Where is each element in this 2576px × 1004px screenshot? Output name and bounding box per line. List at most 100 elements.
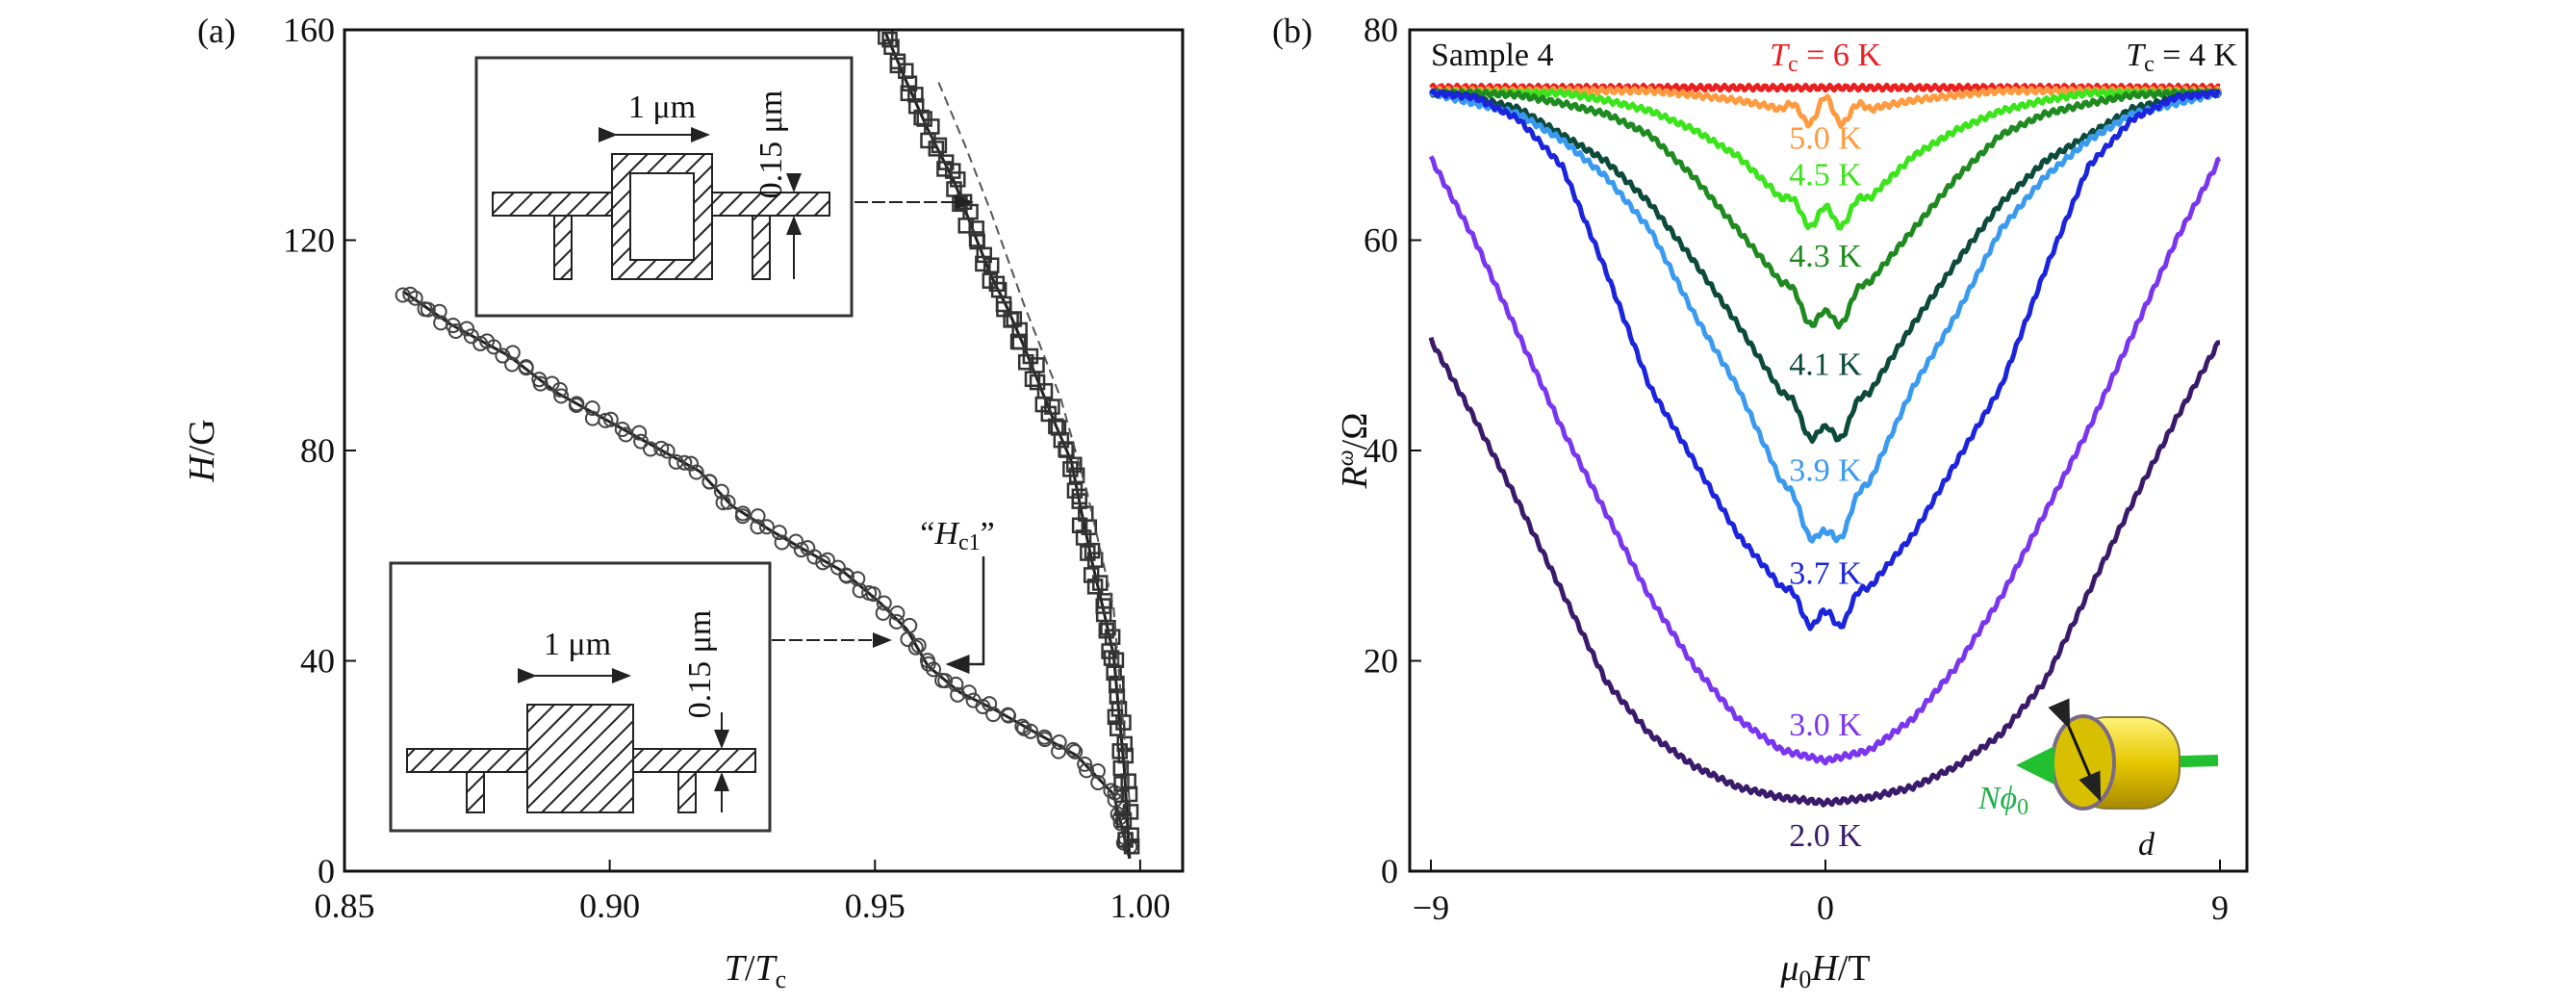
square-marker <box>907 87 924 103</box>
series-line-3.7k <box>1428 88 2221 631</box>
square-series-line <box>883 32 1132 859</box>
circle-marker <box>459 321 475 337</box>
sample-label: Sample 4 <box>1431 38 1553 73</box>
panel-b: (b) −9 0 9 0 20 40 60 80 5.0 K4.5 K 4.3 K 4.1 K 3.… <box>1272 11 2249 993</box>
x-tick-label: 0 <box>1817 888 1834 927</box>
series-label: 5.0 K <box>1789 120 1862 156</box>
panel-b-data: 5.0 K4.5 K 4.3 K 4.1 K 3.9 K 3.7 K 3.0 K 2.0 K <box>1428 82 2223 854</box>
circle-marker <box>1090 775 1107 791</box>
circle-marker <box>688 464 704 480</box>
panel-a-ticks: 0.85 0.90 0.95 1.00 0 40 80 120 160 <box>283 11 1170 925</box>
series-line-3.9k <box>1428 89 2223 544</box>
square-marker <box>931 137 948 154</box>
hc1-annotation: “Hc1” <box>920 516 995 674</box>
tc-6k-label: Tc = 6 K <box>1770 38 1881 77</box>
inset-top-thickness-label: 0.15 μm <box>753 90 789 199</box>
square-marker <box>1123 838 1140 855</box>
circle-marker <box>850 571 866 587</box>
circle-marker <box>631 425 648 441</box>
circle-marker <box>683 455 700 472</box>
square-marker <box>1066 456 1083 474</box>
series-line-5.0k <box>1429 86 2223 129</box>
panel-b-frame <box>1408 28 2249 873</box>
circle-marker <box>486 339 502 355</box>
square-marker <box>1075 529 1092 546</box>
circle-marker <box>504 356 521 373</box>
circle-marker <box>504 345 521 361</box>
circle-marker <box>659 443 676 459</box>
inset-bottom-thickness-label: 0.15 μm <box>682 610 718 719</box>
panel-a-label: (a) <box>197 12 236 50</box>
circle-marker <box>668 453 684 470</box>
panel-a-frame <box>343 28 1185 873</box>
circle-marker <box>447 323 464 340</box>
hc1-var: H <box>933 516 960 552</box>
hc1-open-quote: “ <box>920 516 934 552</box>
circle-marker <box>1036 729 1053 745</box>
panel-a-data <box>395 29 1140 860</box>
square-marker <box>1003 312 1019 328</box>
square-marker <box>936 161 953 177</box>
square-marker <box>1114 800 1131 817</box>
square-marker <box>957 218 974 234</box>
panel-a-xlabel: T/Tc <box>725 948 786 993</box>
square-marker <box>1071 517 1088 534</box>
x-tick-label: 0.85 <box>315 887 375 925</box>
circle-marker <box>1014 718 1031 734</box>
circle-marker <box>602 411 619 427</box>
y-tick-label: 0 <box>1381 852 1398 890</box>
circle-marker <box>734 508 751 525</box>
y-tick-label: 0 <box>318 852 335 890</box>
square-marker <box>907 97 925 115</box>
diameter-label: d <box>2138 827 2155 862</box>
circle-marker <box>750 519 766 535</box>
circle-marker <box>982 696 998 712</box>
circle-marker <box>1079 762 1095 779</box>
hc1-sub: c1 <box>958 530 981 555</box>
series-line-4.5k <box>1428 88 2223 231</box>
circle-marker <box>920 656 936 672</box>
circle-marker <box>960 684 977 701</box>
series-label: 3.0 K <box>1789 708 1862 743</box>
square-marker <box>1011 322 1028 339</box>
circle-marker <box>633 433 650 450</box>
series-label: 3.7 K <box>1789 556 1862 592</box>
circle-marker <box>793 542 809 558</box>
circle-marker <box>1067 743 1084 759</box>
circle-marker <box>1001 708 1017 724</box>
square-marker <box>975 255 991 272</box>
circle-marker <box>1077 756 1093 772</box>
y-tick-label: 40 <box>300 642 335 681</box>
circle-marker <box>948 676 964 692</box>
circle-marker <box>1023 723 1039 739</box>
circle-marker <box>875 605 891 621</box>
square-marker <box>1084 542 1101 559</box>
circle-marker <box>1065 741 1082 758</box>
circle-marker <box>584 399 600 416</box>
square-marker <box>1017 353 1034 371</box>
flux-arrow-head <box>2016 746 2054 785</box>
circle-marker <box>532 375 548 392</box>
circle-marker <box>1089 763 1106 780</box>
circle-marker <box>420 301 436 318</box>
hc1-arrow <box>945 556 985 674</box>
circle-marker <box>463 328 479 345</box>
circle-marker <box>937 673 954 689</box>
y-tick-label: 160 <box>283 11 335 49</box>
series-line-2.0k <box>1428 336 2221 808</box>
x-tick-label: 0.95 <box>845 887 905 925</box>
square-marker <box>1095 598 1111 614</box>
circle-marker <box>910 637 927 654</box>
cylinder-inset: Nϕ0 d <box>1977 698 2219 862</box>
circle-marker <box>676 454 693 471</box>
circle-marker <box>888 613 905 630</box>
square-marker <box>944 163 961 179</box>
series-label: 2.0 K <box>1789 818 1862 854</box>
circle-marker <box>758 519 775 535</box>
circle-marker <box>720 494 736 510</box>
circle-marker <box>819 552 835 568</box>
square-marker <box>928 141 945 157</box>
circle-marker <box>569 396 585 412</box>
dashed-fit-line <box>937 82 1131 804</box>
